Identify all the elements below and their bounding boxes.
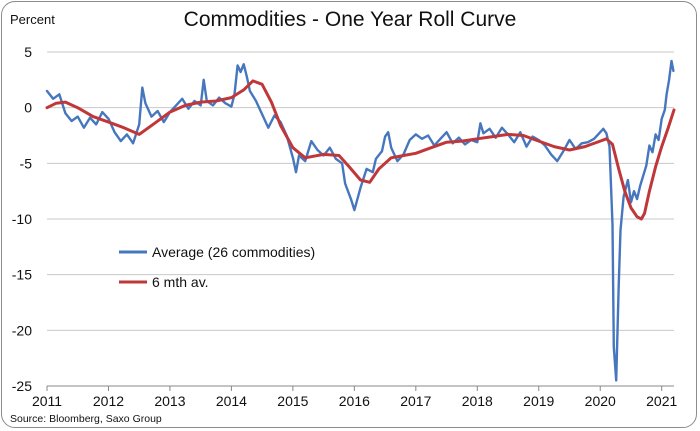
x-tick-label: 2021 <box>646 393 677 409</box>
x-tick-label: 2011 <box>32 393 62 409</box>
y-tick-label: -20 <box>12 322 32 338</box>
y-tick-label: -15 <box>12 267 32 283</box>
y-axis-label: Percent <box>10 12 55 27</box>
series-line-average <box>45 59 675 382</box>
x-tick-label: 2016 <box>339 393 370 409</box>
x-tick-label: 2014 <box>216 393 247 409</box>
legend-label: Average (26 commodities) <box>152 244 315 260</box>
y-tick-label: -10 <box>12 211 32 227</box>
x-tick-label: 2018 <box>462 393 493 409</box>
y-tick-label: 5 <box>24 44 32 60</box>
legend-label: 6 mth av. <box>152 274 209 290</box>
series-line-6mth-av <box>45 79 676 221</box>
y-tick-label: -5 <box>20 155 33 171</box>
x-tick-label: 2019 <box>523 393 554 409</box>
source-note: Source: Bloomberg, Saxo Group <box>10 413 162 425</box>
x-tick-label: 2013 <box>154 393 185 409</box>
x-tick-label: 2017 <box>400 393 431 409</box>
x-tick-label: 2012 <box>93 393 124 409</box>
x-tick-label: 2015 <box>277 393 308 409</box>
chart-title: Commodities - One Year Roll Curve <box>183 8 517 31</box>
x-tick-label: 2020 <box>585 393 616 409</box>
y-tick-label: 0 <box>24 100 32 116</box>
y-tick-label: -25 <box>12 378 32 394</box>
